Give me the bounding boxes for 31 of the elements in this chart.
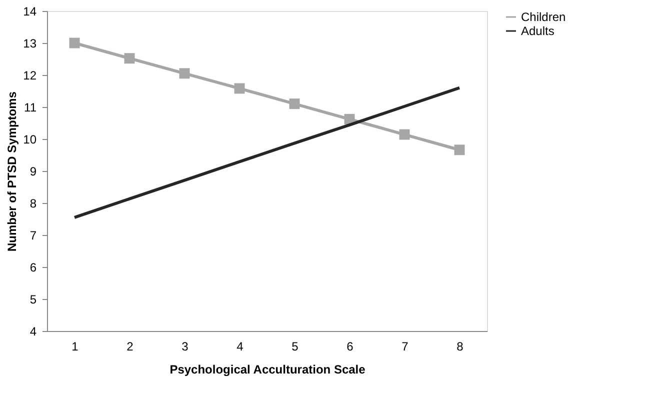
y-tick-label: 13	[23, 36, 37, 50]
x-tick-label: 2	[126, 340, 134, 354]
x-tick-label: 1	[72, 340, 79, 354]
y-axis-title: Number of PTSD Symptoms	[5, 91, 20, 252]
point	[179, 68, 190, 79]
line-series	[73, 86, 461, 219]
legend-label: Adults	[521, 24, 554, 38]
y-tick-label: 6	[30, 260, 37, 274]
y-tick-label: 9	[30, 164, 37, 178]
x-tick-label: 4	[236, 340, 244, 354]
point	[289, 98, 300, 110]
x-tick-label: 6	[346, 340, 354, 354]
point	[124, 53, 135, 64]
x-tick-label: 8	[456, 340, 464, 354]
y-tick-label: 8	[30, 196, 37, 210]
y-tick-label: 7	[30, 228, 37, 242]
point	[234, 83, 245, 94]
y-tick-label: 4	[30, 324, 37, 338]
y-tick-label: 12	[23, 68, 37, 82]
point	[69, 38, 80, 48]
y-tick-label: 5	[30, 292, 37, 306]
x-axis-title: Psychological Acculturation Scale	[170, 362, 366, 376]
point	[399, 129, 410, 140]
y-tick-label: 11	[24, 100, 37, 114]
y-tick-label: 10	[23, 132, 37, 146]
legend-label: Children	[521, 10, 566, 24]
y-tick-label: 14	[23, 4, 37, 18]
x-tick-label: 3	[182, 340, 189, 354]
x-tick-label: 7	[402, 340, 409, 354]
x-tick-label: 5	[292, 340, 299, 354]
point	[454, 144, 465, 156]
